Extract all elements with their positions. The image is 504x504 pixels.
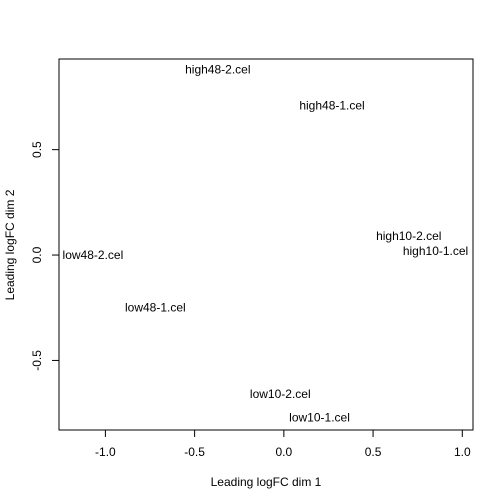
- point-label: low10-2.cel: [250, 387, 311, 401]
- y-tick-label: -0.5: [30, 350, 44, 371]
- point-label: high10-1.cel: [403, 244, 468, 258]
- point-labels: high48-2.cel high48-1.cel high10-2.celhigh…: [63, 63, 469, 425]
- x-tick-label: -0.5: [184, 445, 205, 459]
- y-axis: -0.5 0.0 0.5: [30, 141, 60, 371]
- x-axis: -1.0 -0.5 0.0 0.5 1.0: [95, 429, 471, 459]
- point-label: low10-1.cel: [289, 410, 350, 424]
- x-tick-label: 0.0: [276, 445, 293, 459]
- y-axis-title: Leading logFC dim 2: [3, 189, 17, 300]
- point-label: high48-1.cel: [299, 98, 364, 112]
- point-label: high10-2.cel: [376, 229, 441, 243]
- point-label: high48-2.cel: [185, 63, 250, 77]
- y-tick-label: 0.0: [30, 246, 44, 263]
- x-tick-label: 1.0: [454, 445, 471, 459]
- point-label: low48-1.cel: [125, 301, 186, 315]
- x-axis-title: Leading logFC dim 1: [211, 475, 322, 489]
- x-tick-label: 0.5: [365, 445, 382, 459]
- point-label: low48-2.cel: [63, 248, 124, 262]
- y-tick-label: 0.5: [30, 141, 44, 158]
- x-tick-label: -1.0: [95, 445, 116, 459]
